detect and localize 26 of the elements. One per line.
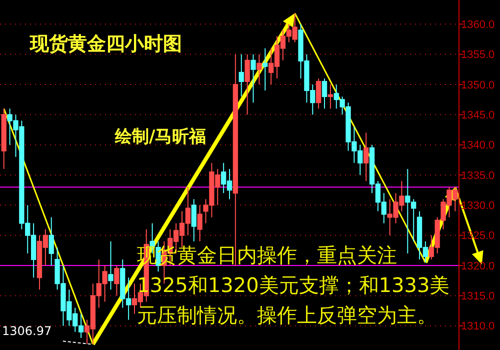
y-tick-label: 1310.0 [461,320,495,333]
candlestick [256,54,262,85]
candlestick [328,84,334,110]
candlestick [363,132,369,182]
candlestick [114,265,120,296]
y-tick-label: 1340.0 [461,140,495,152]
y-tick-label: 1360.0 [461,18,495,31]
annotation: 绘制/马昕福 [114,127,206,147]
y-tick-label: 1355.0 [461,49,495,62]
y-tick-label: 1315.0 [461,290,495,303]
candlestick [48,216,54,266]
candlestick [250,54,256,104]
candlestick [191,198,196,242]
annotation: 1306.97 [2,324,52,338]
candlestick [262,48,268,92]
candlestick [238,54,244,98]
y-tick-label: 1345.0 [461,110,495,122]
candlestick [316,78,322,110]
text: 现货黄金四小时图 [29,33,182,55]
y-tick-label: 1350.0 [461,79,495,92]
candlestick [108,240,114,290]
y-tick-label: 1335.0 [461,170,495,182]
candlestick [244,54,250,116]
y-tick-label: 1320.0 [461,260,495,272]
candlestick [197,204,202,242]
candlestick [322,78,328,110]
